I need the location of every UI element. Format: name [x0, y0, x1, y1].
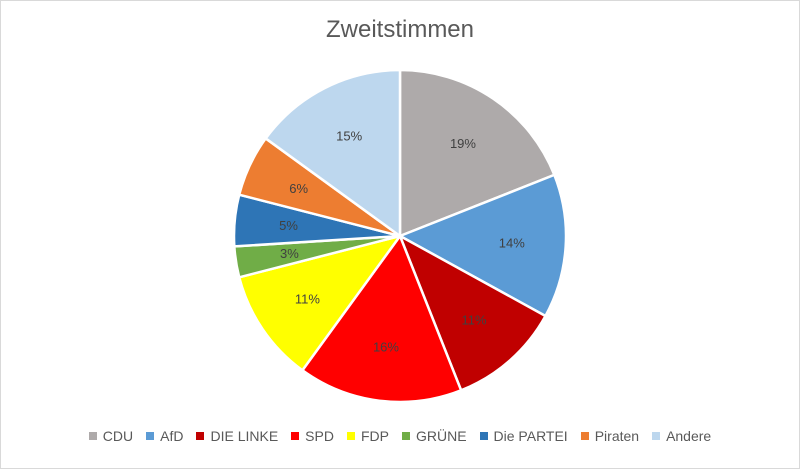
legend-item-andere: Andere — [652, 428, 711, 444]
chart-title: Zweitstimmen — [325, 16, 475, 43]
data-label-cdu: 19% — [450, 136, 476, 151]
pie-slice-afd — [397, 173, 568, 318]
data-label-fdp: 11% — [295, 291, 320, 306]
legend-label: DIE LINKE — [210, 428, 279, 444]
pie-slice-fdp — [237, 233, 404, 373]
legend-swatch — [196, 432, 205, 440]
pie-slice-cdu — [398, 68, 556, 238]
legend-label: AfD — [160, 428, 184, 444]
data-label-afd: 14% — [499, 236, 525, 251]
legend-item-fdp: FDP — [346, 428, 389, 444]
legend-item-piraten: Piraten — [580, 428, 640, 444]
data-label-piraten: 6% — [289, 181, 308, 196]
pie-slice-spd — [300, 233, 463, 404]
legend-item-grüne: GRÜNE — [401, 428, 467, 444]
pie-slice-andere — [263, 68, 402, 239]
data-label-andere: 15% — [336, 129, 362, 144]
legend-label: FDP — [360, 428, 389, 444]
data-label-spd: 16% — [373, 340, 399, 355]
legend-item-spd: SPD — [291, 428, 334, 444]
legend-swatch — [291, 432, 300, 440]
data-label-die-linke: 11% — [462, 313, 487, 328]
chart-legend: CDU AfD DIE LINKE SPD FDP GRÜNE Die PARTEI Pira… — [0, 428, 800, 444]
legend-swatch — [401, 432, 410, 440]
legend-label: CDU — [102, 428, 134, 444]
pie-slice-die-linke — [397, 233, 548, 392]
legend-item-die-linke: DIE LINKE — [196, 428, 278, 444]
legend-label: Andere — [666, 428, 712, 444]
legend-swatch — [479, 432, 488, 440]
data-label-grüne: 3% — [280, 246, 299, 261]
legend-label: Die PARTEI — [493, 428, 568, 444]
legend-item-afd: AfD — [146, 428, 183, 444]
legend-item-cdu: CDU — [88, 428, 134, 444]
legend-swatch — [146, 432, 155, 440]
legend-swatch — [88, 432, 97, 440]
legend-label: GRÜNE — [415, 428, 467, 444]
legend-swatch — [580, 432, 589, 440]
legend-label: SPD — [305, 428, 334, 444]
legend-item-die-partei: Die PARTEI — [479, 428, 568, 444]
legend-swatch — [652, 432, 661, 440]
legend-label: Piraten — [594, 428, 640, 444]
legend-swatch — [346, 432, 355, 440]
data-label-die-partei: 5% — [279, 218, 298, 233]
